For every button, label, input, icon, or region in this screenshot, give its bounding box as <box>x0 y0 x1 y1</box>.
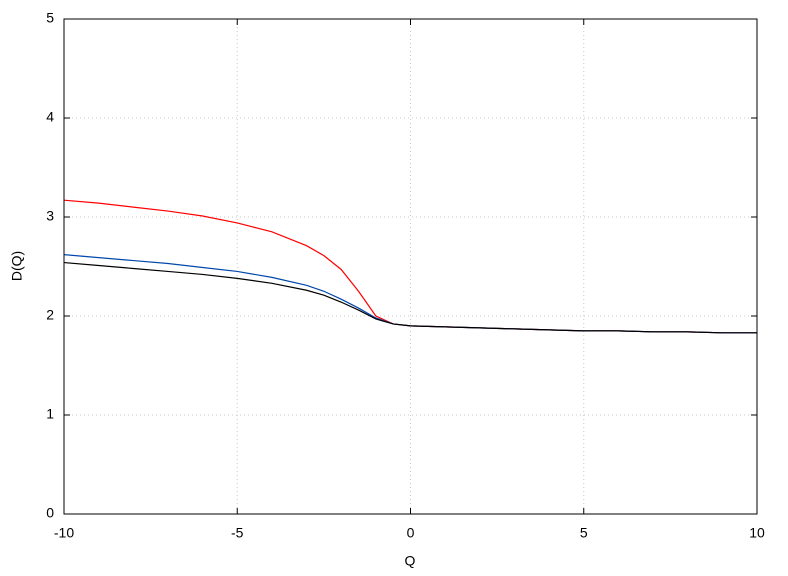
x-tick-label: -10 <box>54 525 74 541</box>
y-tick-label: 4 <box>46 109 54 125</box>
line-series <box>63 199 757 334</box>
x-tick-label: 10 <box>749 525 765 541</box>
y-axis-label: D(Q) <box>9 251 25 281</box>
y-tick-label: 1 <box>46 406 54 422</box>
line-series <box>63 254 757 334</box>
y-tick-label: 2 <box>46 307 54 323</box>
x-tick-label: 5 <box>580 525 588 541</box>
y-tick-label: 3 <box>46 208 54 224</box>
y-tick-label: 0 <box>46 505 54 521</box>
x-tick-label: 0 <box>407 525 415 541</box>
y-tick-label: 5 <box>46 10 54 26</box>
x-axis-label: Q <box>405 553 416 569</box>
x-tick-label: -5 <box>231 525 244 541</box>
line-series <box>63 261 757 334</box>
plot-frame <box>63 18 758 515</box>
